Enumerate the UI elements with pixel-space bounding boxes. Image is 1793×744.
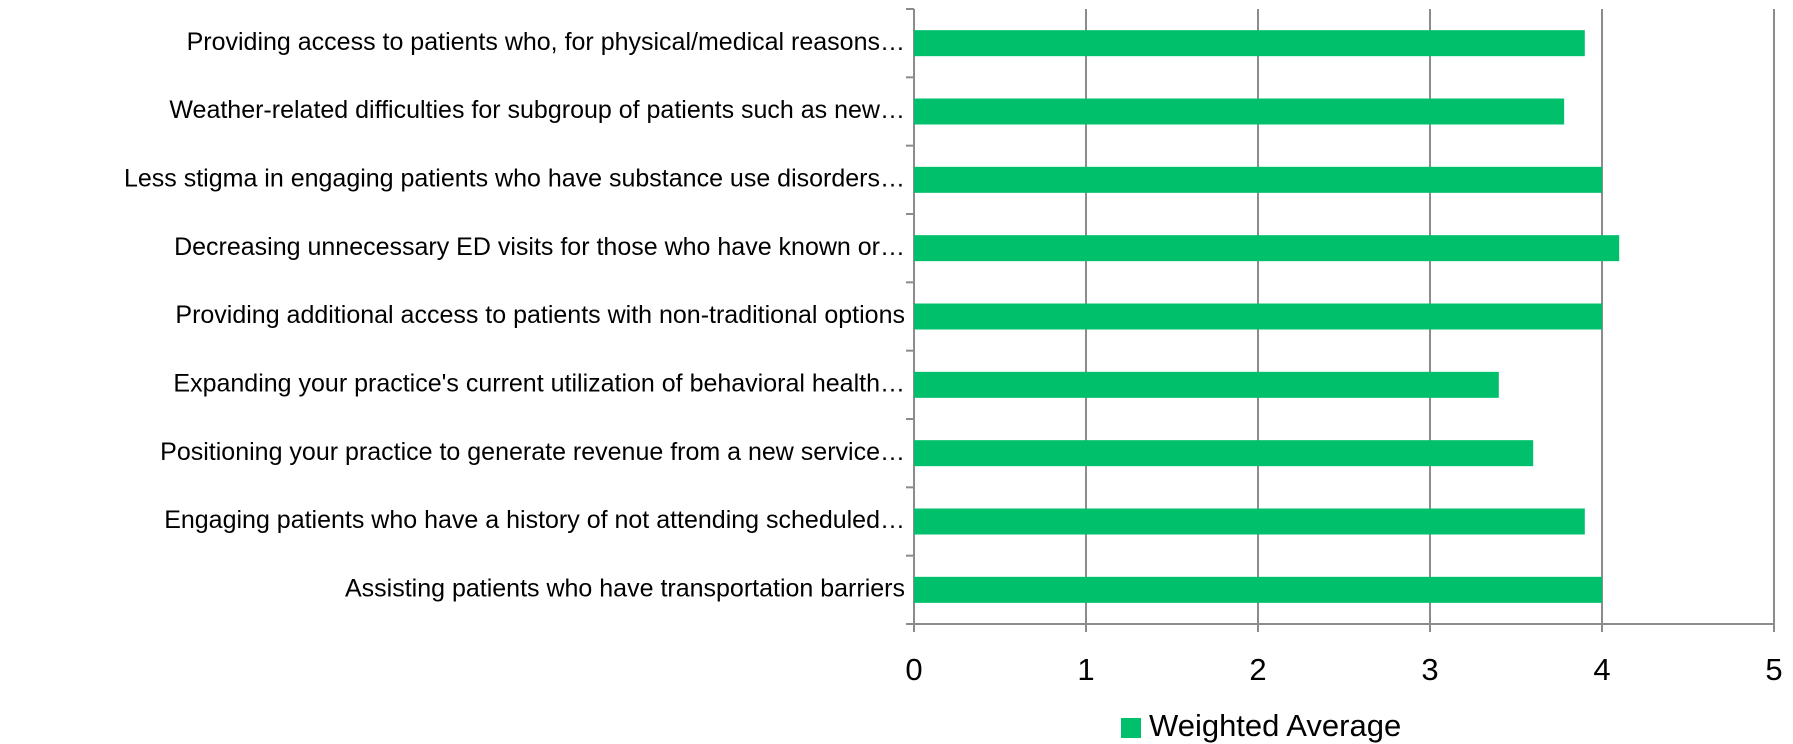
y-tick-label: Weather-related difficulties for subgrou… <box>169 96 905 124</box>
bar <box>914 371 1499 398</box>
bar <box>914 440 1534 467</box>
y-tick-label: Engaging patients who have a history of … <box>164 506 905 534</box>
bar <box>914 166 1602 193</box>
bar <box>914 508 1585 535</box>
x-tick-label: 2 <box>1249 652 1266 687</box>
x-tick-label: 4 <box>1593 652 1610 687</box>
bar <box>914 303 1602 330</box>
bar <box>914 98 1565 125</box>
y-tick-label: Providing additional access to patients … <box>175 301 905 329</box>
bar <box>914 30 1585 57</box>
bar <box>914 576 1602 603</box>
y-tick-label: Less stigma in engaging patients who hav… <box>124 164 905 192</box>
y-tick-label: Expanding your practice's current utiliz… <box>173 369 905 397</box>
x-tick-label: 5 <box>1765 652 1782 687</box>
y-tick-label: Providing access to patients who, for ph… <box>187 28 905 56</box>
x-tick-label: 0 <box>905 652 922 687</box>
bar <box>914 235 1620 262</box>
y-tick-label: Positioning your practice to generate re… <box>160 438 905 466</box>
y-tick-label: Assisting patients who have transportati… <box>345 574 905 602</box>
y-tick-label: Decreasing unnecessary ED visits for tho… <box>174 233 905 261</box>
x-tick-label: 1 <box>1077 652 1094 687</box>
legend-swatch <box>1121 718 1141 738</box>
x-tick-label: 3 <box>1421 652 1438 687</box>
legend-label: Weighted Average <box>1149 708 1401 743</box>
